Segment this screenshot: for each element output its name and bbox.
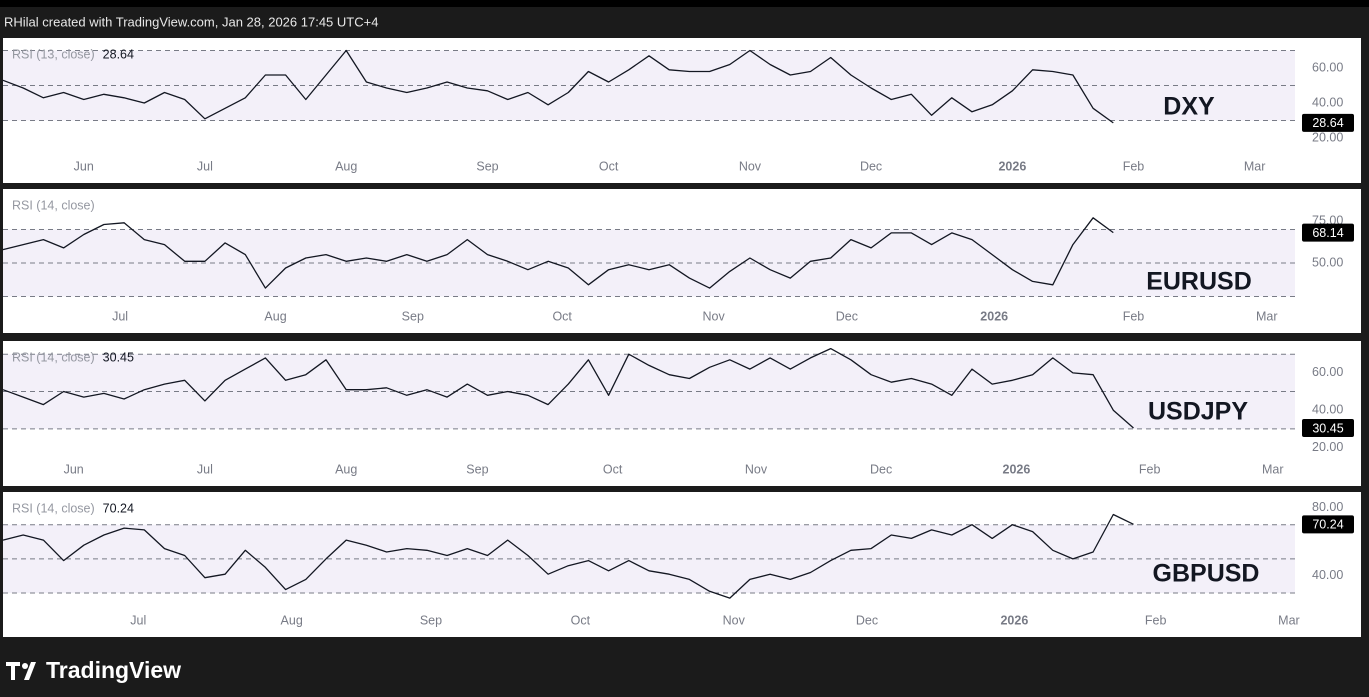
last-value-label: 30.45 (1312, 421, 1343, 435)
last-value-box (1302, 419, 1354, 438)
y-tick-label: 40.00 (1312, 568, 1343, 582)
x-tick-label: Jul (112, 309, 128, 323)
x-tick-label: Feb (1145, 613, 1167, 627)
x-tick-label: Mar (1262, 462, 1284, 476)
rsi-pane: 40.00 80.00 Jul Aug Sep Oct Nov Dec 2026 Feb Mar 70… (2, 492, 1361, 637)
x-tick-label: 2026 (1003, 462, 1031, 476)
y-tick-label: 50.00 (1312, 255, 1343, 269)
indicator-value: 70.24 (103, 501, 134, 515)
x-tick-label: 2026 (980, 309, 1008, 323)
pane-background (3, 341, 1361, 486)
x-tick-label: Oct (571, 613, 591, 627)
x-tick-label: Sep (466, 462, 488, 476)
x-tick-label: Aug (264, 309, 286, 323)
x-tick-label: Nov (745, 462, 768, 476)
indicator-label: RSI (14, close) (12, 501, 95, 515)
logo-mark (6, 662, 20, 680)
x-tick-label: Jun (74, 159, 94, 173)
logo-slash (24, 662, 36, 680)
symbol-label: GBPUSD (1153, 560, 1260, 588)
y-tick-label: 60.00 (1312, 60, 1343, 74)
y-tick-label: 60.00 (1312, 365, 1343, 379)
x-tick-label: Nov (723, 613, 746, 627)
rsi-line (2, 49, 1114, 124)
x-tick-label: Jul (197, 159, 213, 173)
rsi-band (3, 229, 1295, 297)
indicator-label: RSI (13, close) (12, 47, 95, 61)
x-tick-label: 2026 (1000, 613, 1028, 627)
x-tick-label: Mar (1244, 159, 1266, 173)
y-tick-label: 40.00 (1312, 402, 1343, 416)
last-value-box (1302, 113, 1354, 132)
x-tick-label: Oct (603, 462, 623, 476)
rsi-line (2, 347, 1134, 429)
y-tick-label: 80.00 (1312, 500, 1343, 514)
symbol-label: USDJPY (1148, 398, 1248, 426)
rsi-band (3, 524, 1295, 594)
x-tick-label: Feb (1123, 159, 1145, 173)
x-tick-label: Aug (335, 159, 357, 173)
indicator-value: 30.45 (103, 350, 134, 364)
y-tick-label: 40.00 (1312, 95, 1343, 109)
x-tick-label: Oct (552, 309, 572, 323)
y-tick-label: 20.00 (1312, 130, 1343, 144)
x-tick-label: Jul (130, 613, 146, 627)
symbol-label: DXY (1163, 93, 1215, 121)
x-tick-label: Jun (64, 462, 84, 476)
x-tick-label: Mar (1278, 613, 1300, 627)
x-tick-label: Sep (402, 309, 424, 323)
tv-logo (6, 662, 36, 680)
x-tick-label: Mar (1256, 309, 1278, 323)
last-value-label: 28.64 (1312, 116, 1343, 130)
x-tick-label: Dec (836, 309, 858, 323)
top-strip (0, 0, 1369, 7)
x-tick-label: Jul (197, 462, 213, 476)
x-tick-label: Dec (856, 613, 878, 627)
rsi-band (3, 354, 1295, 429)
pane-background (3, 38, 1361, 183)
x-tick-label: Nov (739, 159, 762, 173)
last-value-label: 68.14 (1312, 226, 1343, 240)
x-tick-label: Feb (1123, 309, 1145, 323)
y-tick-label: 20.00 (1312, 440, 1343, 454)
x-tick-label: Oct (599, 159, 619, 173)
indicator-label: RSI (14, close) (12, 350, 95, 364)
symbol-label: EURUSD (1146, 268, 1252, 296)
last-value-label: 70.24 (1312, 518, 1343, 532)
logo-dot (22, 663, 28, 669)
rsi-pane: 20.00 40.00 60.00 Jun Jul Aug Sep Oct Nov Dec 2026… (2, 38, 1361, 183)
x-tick-label: Feb (1139, 462, 1161, 476)
x-tick-label: Sep (420, 613, 442, 627)
rsi-pane: 20.00 40.00 60.00 Jun Jul Aug Sep Oct Nov Dec 2026… (2, 341, 1361, 486)
x-tick-label: Dec (860, 159, 882, 173)
x-tick-label: Aug (335, 462, 357, 476)
footer-brand: TradingView (46, 657, 181, 683)
indicator-label: RSI (14, close) (12, 198, 95, 212)
rsi-line (2, 513, 1134, 599)
rsi-line (2, 217, 1114, 289)
x-tick-label: 2026 (998, 159, 1026, 173)
x-tick-label: Nov (702, 309, 725, 323)
header-text: RHilal created with TradingView.com, Jan… (4, 14, 378, 29)
x-tick-label: Aug (281, 613, 303, 627)
pane-background (3, 492, 1361, 637)
indicator-value: 28.64 (103, 47, 134, 61)
last-value-box (1302, 515, 1354, 534)
x-tick-label: Sep (476, 159, 498, 173)
last-value-box (1302, 223, 1354, 242)
pane-background (3, 189, 1361, 333)
x-tick-label: Dec (870, 462, 892, 476)
